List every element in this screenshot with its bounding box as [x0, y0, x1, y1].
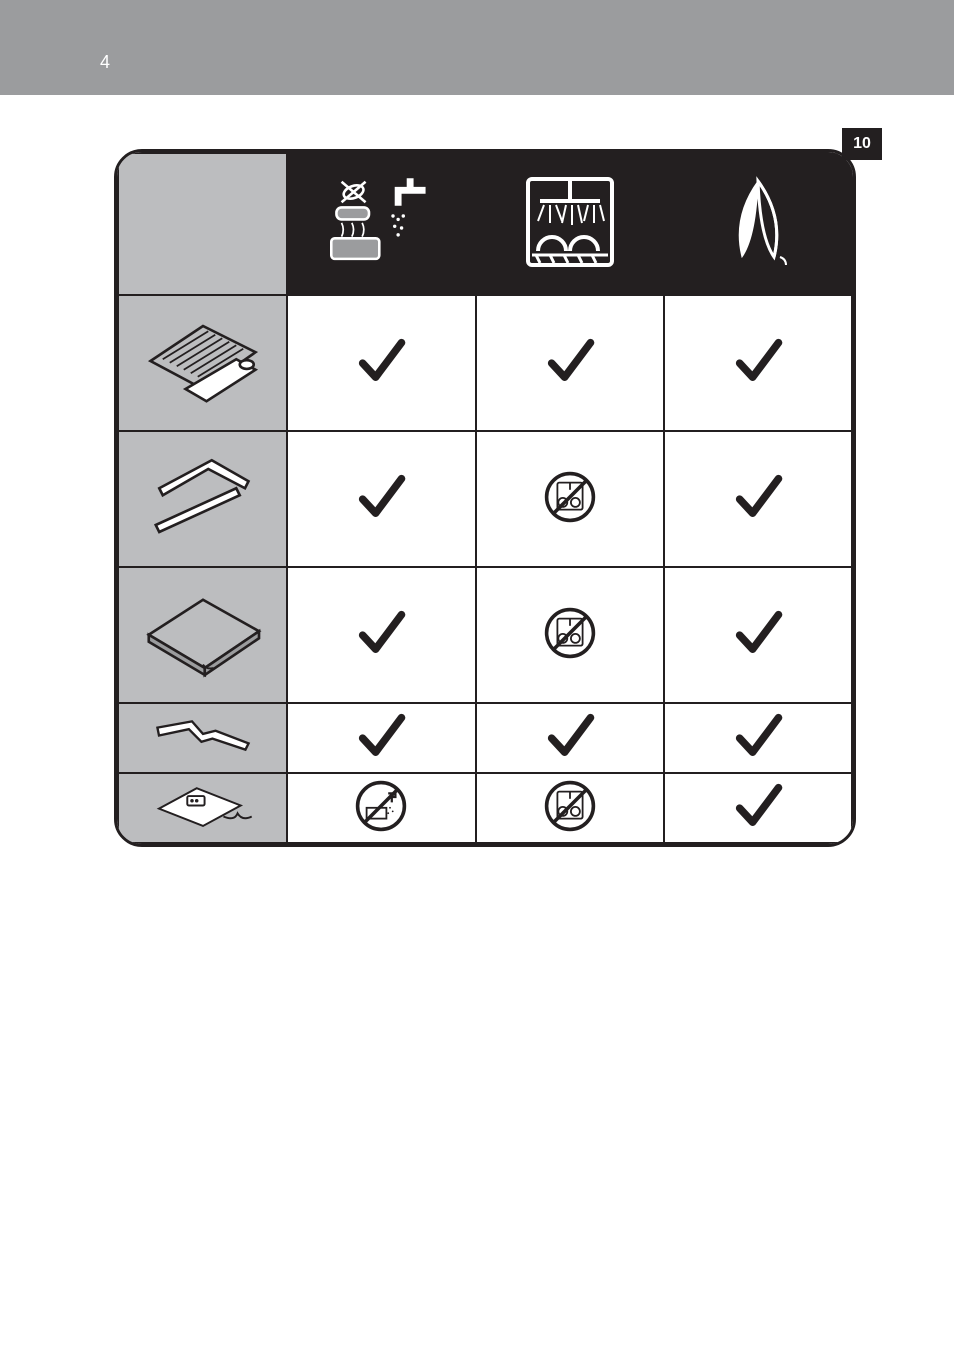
header-bar: 4	[0, 0, 954, 95]
check-icon	[543, 375, 597, 392]
check-icon	[731, 820, 785, 837]
check-icon	[731, 375, 785, 392]
check-icon	[354, 375, 408, 392]
dishwasher-cell	[476, 431, 664, 567]
base-unit-with-cord-icon	[148, 820, 258, 837]
wipe-cell	[664, 431, 852, 567]
check-icon	[731, 750, 785, 767]
item-cell	[118, 703, 287, 773]
wipe-cell	[664, 567, 852, 703]
grill-plate-with-tray-icon	[133, 403, 273, 420]
spatula-icon	[148, 750, 258, 767]
handwash-cell	[287, 567, 475, 703]
header-wipe	[664, 153, 852, 295]
table-row	[118, 703, 852, 773]
no-dishwasher-icon	[543, 511, 597, 528]
flat-plate-icon	[133, 675, 273, 692]
header-dishwasher	[476, 153, 664, 295]
wipe-cell	[664, 295, 852, 431]
item-cell	[118, 431, 287, 567]
header-row	[118, 153, 852, 295]
item-cell	[118, 295, 287, 431]
dishwasher-cell	[476, 703, 664, 773]
cloth-wipe-icon	[698, 264, 818, 281]
item-cell	[118, 773, 287, 843]
table-row	[118, 295, 852, 431]
handwash-cell	[287, 773, 475, 843]
handwash-cell	[287, 431, 475, 567]
check-icon	[354, 647, 408, 664]
check-icon	[731, 511, 785, 528]
table-row	[118, 567, 852, 703]
no-dishwasher-icon	[543, 820, 597, 837]
wipe-cell	[664, 703, 852, 773]
no-dishwasher-icon	[543, 647, 597, 664]
dishwasher-cell	[476, 773, 664, 843]
handle-arm-icon	[133, 539, 273, 556]
table-row	[118, 773, 852, 843]
dishwasher-cell	[476, 295, 664, 431]
header-handwash	[287, 153, 475, 295]
wipe-cell	[664, 773, 852, 843]
dishwasher-icon	[510, 264, 630, 281]
step-badge-text: 10	[853, 135, 871, 153]
table-row	[118, 431, 852, 567]
page-number: 4	[100, 52, 110, 73]
dishwasher-cell	[476, 567, 664, 703]
check-icon	[543, 750, 597, 767]
handwash-cell	[287, 295, 475, 431]
no-handwash-icon	[354, 820, 408, 837]
item-cell	[118, 567, 287, 703]
table-body	[118, 295, 852, 843]
cleaning-compatibility-table	[114, 149, 856, 847]
check-icon	[354, 750, 408, 767]
step-badge: 10	[842, 128, 882, 160]
sink-sponge-tap-icon	[321, 264, 441, 281]
check-icon	[354, 511, 408, 528]
handwash-cell	[287, 703, 475, 773]
header-blank	[118, 153, 287, 295]
check-icon	[731, 647, 785, 664]
